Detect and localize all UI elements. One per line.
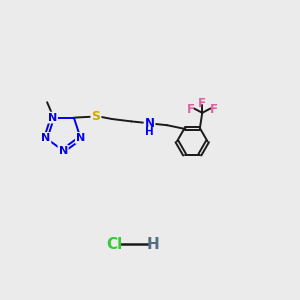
Text: Cl: Cl: [106, 237, 123, 252]
Text: N: N: [76, 133, 85, 143]
Text: N: N: [48, 112, 57, 123]
Text: H: H: [146, 127, 154, 137]
Text: N: N: [145, 117, 154, 130]
Text: F: F: [187, 103, 195, 116]
Text: N: N: [58, 146, 68, 156]
Text: H: H: [147, 237, 159, 252]
Text: F: F: [209, 103, 217, 116]
Text: F: F: [198, 97, 206, 110]
Text: N: N: [41, 133, 50, 143]
Text: S: S: [92, 110, 100, 123]
